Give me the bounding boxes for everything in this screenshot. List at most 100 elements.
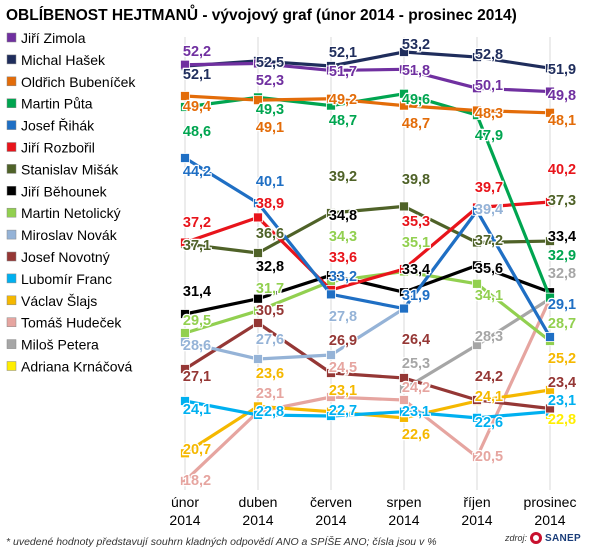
data-label: 32,8 <box>256 259 284 275</box>
data-label: 32,9 <box>548 248 576 264</box>
data-point <box>180 59 190 70</box>
series-line <box>184 321 551 411</box>
legend-entry: Martin Netolický <box>21 205 121 221</box>
data-point <box>253 212 263 223</box>
legend-marker <box>6 54 17 65</box>
data-point <box>180 448 190 459</box>
data-label: 20,5 <box>475 449 503 465</box>
data-point <box>472 83 482 94</box>
data-point <box>326 65 336 76</box>
data-label: 33,4 <box>548 229 576 245</box>
legend-marker <box>6 32 17 43</box>
data-point <box>472 278 482 289</box>
legend-entry: Adriana Krnáčová <box>21 359 133 375</box>
data-label: 29,1 <box>548 297 576 313</box>
data-point <box>399 406 409 417</box>
data-label: 40,2 <box>548 162 576 178</box>
legend-entry: Josef Řihák <box>21 118 95 134</box>
data-point <box>180 91 190 101</box>
data-label: 28,6 <box>183 338 211 354</box>
data-point <box>472 260 482 271</box>
data-point <box>326 270 336 281</box>
legend-marker <box>6 317 17 327</box>
data-label: 35,3 <box>402 214 430 230</box>
data-point <box>472 340 482 350</box>
legend-entry: Jiří Běhounek <box>21 183 108 199</box>
data-point <box>545 403 555 414</box>
legend-marker <box>6 251 17 262</box>
legend-entry: Lubomír Franc <box>21 271 112 287</box>
data-point <box>180 328 190 338</box>
series-line <box>184 269 551 343</box>
data-label: 49,2 <box>329 92 357 108</box>
legend-entry: Tomáš Hudeček <box>21 315 122 331</box>
data-label: 22,7 <box>329 403 357 419</box>
data-point <box>472 105 482 116</box>
data-label: 34,8 <box>329 208 357 224</box>
data-label: 22,6 <box>475 415 503 431</box>
data-label: 25,3 <box>402 356 430 372</box>
data-label: 37,2 <box>183 215 211 231</box>
data-point <box>472 412 482 423</box>
series-line <box>183 298 552 483</box>
data-point <box>253 198 263 209</box>
data-label: 23,4 <box>548 375 576 391</box>
data-label: 33,4 <box>402 262 430 278</box>
data-label: 37,3 <box>548 193 576 209</box>
data-point <box>326 368 336 378</box>
data-point <box>399 287 409 298</box>
legend-entry: Martin Půta <box>21 96 93 112</box>
data-point <box>253 293 263 304</box>
data-point <box>180 102 190 112</box>
source-name: SANEP <box>545 532 581 544</box>
series-line <box>184 156 552 338</box>
data-label: 37,2 <box>475 233 503 249</box>
data-label: 30,5 <box>256 303 284 319</box>
data-label: 52,5 <box>256 55 284 71</box>
data-label: 48,3 <box>475 106 503 122</box>
legend-marker <box>6 295 17 306</box>
data-point <box>399 100 409 111</box>
data-point <box>326 411 336 421</box>
legend-entry: Miroslav Novák <box>21 227 118 243</box>
data-label: 22,8 <box>256 404 284 420</box>
data-label: 39,8 <box>402 172 430 188</box>
legend-entry: Stanislav Mišák <box>21 161 119 177</box>
legend-marker <box>6 164 17 174</box>
series-line <box>184 204 551 255</box>
x-tick-year: 2014 <box>242 512 273 528</box>
data-label: 50,1 <box>475 78 503 94</box>
data-label: 26,9 <box>329 333 357 349</box>
data-label: 37,1 <box>183 238 211 254</box>
data-point <box>399 395 409 405</box>
data-point <box>399 264 409 274</box>
data-label: 48,7 <box>329 113 357 129</box>
data-label: 28,3 <box>475 329 503 345</box>
data-point <box>399 201 409 212</box>
data-label: 38,9 <box>256 196 284 212</box>
legend-marker <box>6 207 17 218</box>
data-label: 35,6 <box>475 261 503 277</box>
data-point <box>545 385 555 395</box>
data-label: 49,4 <box>183 99 211 115</box>
data-point <box>399 88 409 99</box>
data-point <box>180 396 190 406</box>
data-label: 52,2 <box>183 44 211 60</box>
data-label: 44,2 <box>183 164 211 180</box>
data-label: 39,7 <box>475 180 503 196</box>
series-line <box>184 94 551 115</box>
data-label: 31,9 <box>402 288 430 304</box>
data-point <box>472 205 482 216</box>
data-point <box>399 64 409 75</box>
data-label: 31,4 <box>183 284 211 300</box>
legend-marker <box>6 186 17 196</box>
source-label: zdroj: <box>505 533 528 543</box>
data-label: 49,1 <box>256 120 284 136</box>
data-label: 35,1 <box>402 235 430 251</box>
x-tick-year: 2014 <box>461 512 492 528</box>
legend-entry: Jiří Rozbořil <box>21 140 95 156</box>
x-tick-year: 2014 <box>169 512 200 528</box>
legend-entry: Václav Šlajs <box>21 293 97 309</box>
data-label: 39,4 <box>475 202 503 218</box>
